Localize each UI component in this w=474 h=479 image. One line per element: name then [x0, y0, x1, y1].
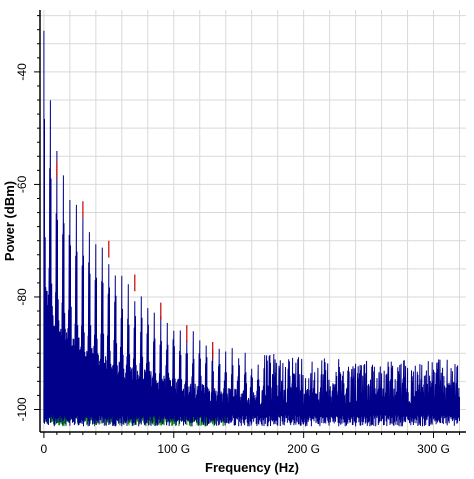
series-layer	[43, 30, 460, 427]
series-0	[43, 30, 460, 427]
y-tick-label: -80	[15, 288, 29, 306]
x-tick-label: 300 G	[417, 442, 450, 456]
axes	[34, 10, 466, 438]
series-1	[56, 161, 214, 359]
x-tick-label: 100 G	[157, 442, 190, 456]
series-path	[43, 30, 460, 427]
plot-background	[40, 10, 466, 432]
y-axis-title: Power (dBm)	[2, 181, 17, 261]
x-axis-title: Frequency (Hz)	[205, 460, 299, 475]
y-tick-label: -100	[15, 397, 29, 421]
x-tick-label: 200 G	[287, 442, 320, 456]
y-tick-label: -40	[15, 63, 29, 81]
series-path	[56, 161, 214, 359]
tick-labels: 0 100 G 200 G 300 G -100 -80 -60 -40	[15, 63, 450, 456]
x-tick-label: 0	[41, 442, 48, 456]
grid-lines	[40, 10, 466, 432]
y-tick-label: -60	[15, 175, 29, 193]
